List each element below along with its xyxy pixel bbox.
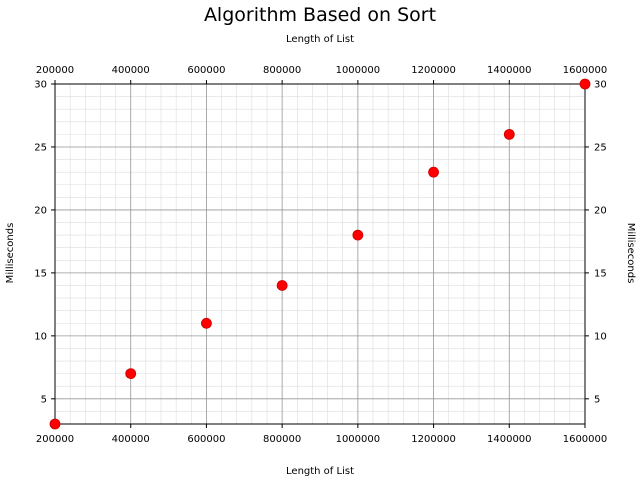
x-tick-label-top: 1600000 — [563, 65, 608, 76]
x-axis-top-label: Length of List — [286, 34, 354, 45]
data-point — [49, 418, 61, 430]
chart-title: Algorithm Based on Sort — [204, 4, 436, 26]
y-axis-right-label: Milliseconds — [625, 223, 636, 284]
tick-labels: 200000 200000 400000 400000 600000 600000 8000… — [34, 65, 607, 445]
x-tick-label-bottom: 1400000 — [487, 434, 532, 445]
y-tick-label-right: 10 — [594, 331, 607, 342]
data-point — [276, 280, 288, 291]
x-axis-bottom-label: Length of List — [286, 466, 354, 477]
y-tick-label-right: 15 — [594, 268, 607, 279]
data-point — [352, 229, 364, 241]
y-tick-label-left: 10 — [34, 331, 47, 342]
data-points — [49, 78, 591, 430]
x-tick-label-top: 1400000 — [487, 65, 532, 76]
data-point — [579, 78, 591, 90]
axis-ticks — [51, 80, 589, 428]
y-tick-label-left: 25 — [34, 142, 47, 153]
x-tick-label-bottom: 600000 — [187, 434, 225, 445]
y-axis-left-label: Milliseconds — [5, 223, 16, 284]
data-point — [125, 368, 137, 380]
plot-frame — [54, 83, 586, 425]
y-tick-label-right: 20 — [594, 205, 607, 216]
y-tick-label-right: 5 — [594, 394, 600, 405]
data-point — [503, 128, 515, 140]
x-tick-label-top: 200000 — [36, 65, 74, 76]
x-tick-label-bottom: 1000000 — [336, 434, 381, 445]
y-tick-label-right: 30 — [594, 80, 607, 91]
y-tick-label-left: 5 — [41, 394, 47, 405]
x-tick-label-top: 400000 — [112, 65, 150, 76]
x-tick-label-top: 800000 — [263, 65, 301, 76]
x-tick-label-bottom: 200000 — [36, 434, 74, 445]
x-tick-label-bottom: 400000 — [112, 434, 150, 445]
x-tick-label-top: 1000000 — [336, 65, 381, 76]
x-tick-label-bottom: 1200000 — [411, 434, 456, 445]
y-tick-label-left: 20 — [34, 205, 47, 216]
y-tick-label-right: 25 — [594, 142, 607, 153]
x-tick-label-bottom: 1600000 — [563, 434, 608, 445]
data-point — [428, 166, 439, 178]
x-tick-label-top: 600000 — [187, 65, 225, 76]
data-point — [201, 317, 212, 329]
y-tick-label-left: 15 — [34, 268, 47, 279]
y-tick-label-left: 30 — [34, 80, 47, 91]
x-tick-label-top: 1200000 — [411, 65, 456, 76]
x-tick-label-bottom: 800000 — [263, 434, 301, 445]
